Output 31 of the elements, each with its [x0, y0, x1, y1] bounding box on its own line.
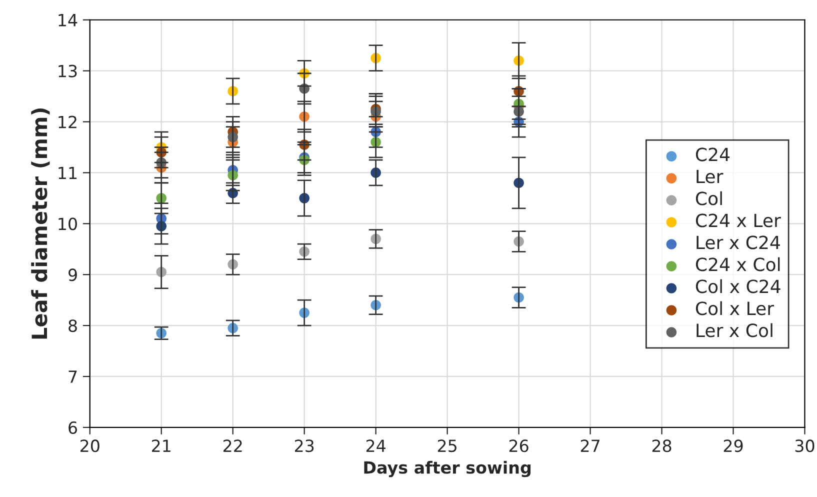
legend-label: Col x Ler: [696, 301, 774, 316]
x-tick-label: 27: [580, 440, 600, 452]
y-tick-label: 11: [58, 166, 77, 180]
legend-label: Col: [696, 191, 722, 206]
legend-label: Ler x C24: [696, 236, 780, 250]
y-tick-label: 8: [68, 319, 77, 332]
y-tick-label: 10: [58, 218, 77, 230]
y-tick-label: 12: [58, 116, 76, 128]
legend-label: C24 x Col: [696, 257, 780, 272]
x-tick-label: 24: [366, 440, 386, 452]
x-tick-label: 22: [223, 440, 242, 452]
x-tick-label: 20: [80, 440, 100, 452]
legend-label: C24 x Ler: [696, 214, 781, 228]
y-tick-label: 13: [58, 64, 77, 78]
x-tick-label: 29: [724, 440, 743, 452]
legend-label: Col x C24: [696, 279, 780, 294]
y-axis-title: Leaf diameter (mm): [31, 108, 50, 339]
legend-label: C24: [696, 148, 730, 162]
y-tick-label: 9: [68, 268, 77, 282]
x-tick-label: 23: [294, 440, 314, 452]
x-axis-title: Days after sowing: [364, 460, 531, 478]
y-tick-label: 14: [58, 14, 78, 26]
x-tick-label: 25: [438, 440, 456, 452]
x-tick-label: 21: [152, 440, 170, 452]
y-tick-label: 7: [68, 370, 77, 383]
x-tick-label: 26: [509, 440, 528, 452]
y-tick-label: 6: [68, 421, 78, 434]
legend-label: Ler x Col: [696, 323, 772, 338]
x-tick-label: 28: [652, 440, 672, 452]
legend-label: Ler: [696, 170, 724, 184]
x-tick-label: 30: [795, 440, 814, 452]
